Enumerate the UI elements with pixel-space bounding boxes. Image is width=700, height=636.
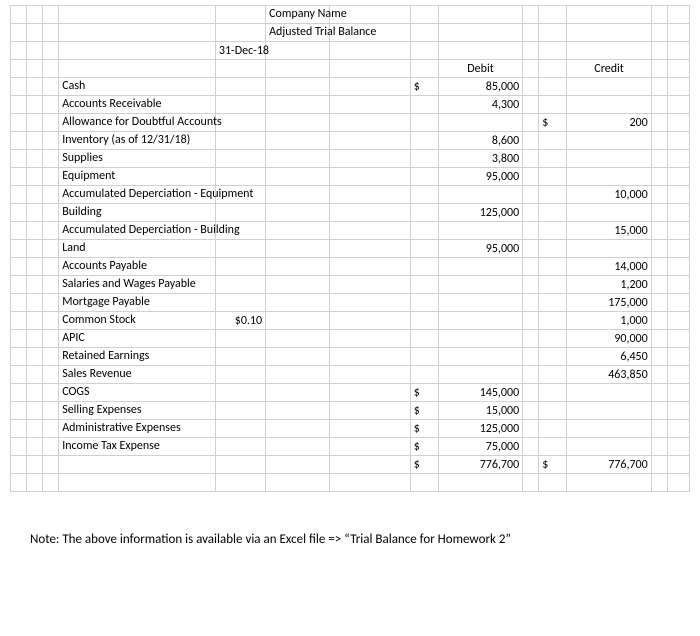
account-row: Inventory (as of 12/31/18)8,600 xyxy=(11,132,690,150)
account-row: APIC90,000 xyxy=(11,330,690,348)
header-date-row: 31-Dec-18 xyxy=(11,42,690,60)
header-report-row: Adjusted Trial Balance xyxy=(11,24,690,42)
account-row: Cash$85,000 xyxy=(11,78,690,96)
header-company-row: Company Name xyxy=(11,6,690,24)
totals-row: $776,700$776,700 xyxy=(11,456,690,474)
account-row: Income Tax Expense$75,000 xyxy=(11,438,690,456)
account-row: Accumulated Deperciation - Equipment10,0… xyxy=(11,186,690,204)
account-row: Equipment95,000 xyxy=(11,168,690,186)
account-row: Sales Revenue463,850 xyxy=(11,366,690,384)
column-header-row: DebitCredit xyxy=(11,60,690,78)
account-row: Accounts Payable14,000 xyxy=(11,258,690,276)
account-row: Building125,000 xyxy=(11,204,690,222)
trial-balance-sheet: Company NameAdjusted Trial Balance31-Dec… xyxy=(10,5,690,492)
account-row: Common Stock$0.101,000 xyxy=(11,312,690,330)
blank-row xyxy=(11,474,690,492)
account-row: Salaries and Wages Payable1,200 xyxy=(11,276,690,294)
footnote: Note: The above information is available… xyxy=(30,532,700,547)
account-row: Accounts Receivable4,300 xyxy=(11,96,690,114)
account-row: Mortgage Payable175,000 xyxy=(11,294,690,312)
account-row: Allowance for Doubtful Accounts$200 xyxy=(11,114,690,132)
account-row: Land95,000 xyxy=(11,240,690,258)
account-row: COGS$145,000 xyxy=(11,384,690,402)
account-row: Administrative Expenses$125,000 xyxy=(11,420,690,438)
account-row: Retained Earnings6,450 xyxy=(11,348,690,366)
account-row: Supplies3,800 xyxy=(11,150,690,168)
account-row: Accumulated Deperciation - Building15,00… xyxy=(11,222,690,240)
account-row: Selling Expenses$15,000 xyxy=(11,402,690,420)
